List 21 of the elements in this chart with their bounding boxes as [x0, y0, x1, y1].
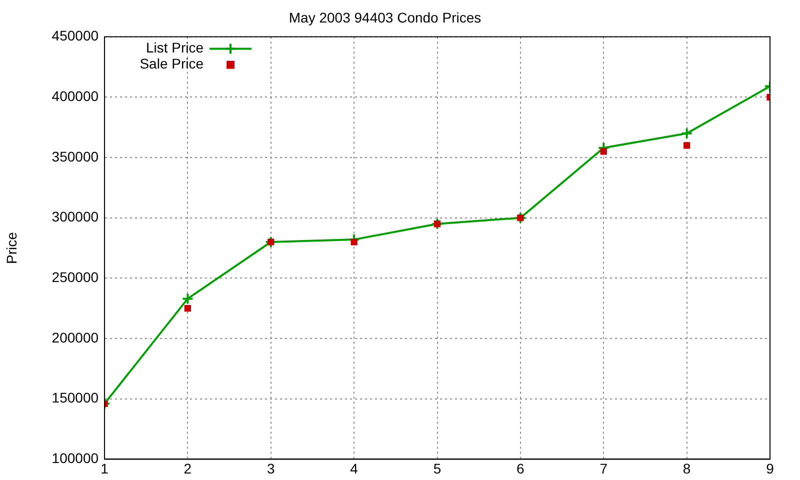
x-tick-label: 6 — [516, 460, 525, 476]
y-tick-label: 150000 — [52, 390, 99, 406]
y-tick-label: 250000 — [52, 269, 99, 286]
y-tick-label: 300000 — [52, 208, 99, 225]
x-tick-label: 5 — [433, 460, 442, 476]
legend-label: List Price — [146, 40, 204, 56]
y-tick-label: 200000 — [52, 329, 99, 346]
y-tick-label: 400000 — [52, 88, 99, 104]
x-tick-label: 4 — [350, 460, 358, 476]
legend-label: Sale Price — [140, 56, 204, 72]
x-tick-label: 1 — [100, 460, 109, 476]
chart-title: May 2003 94403 Condo Prices — [288, 9, 482, 26]
y-tick-label: 350000 — [52, 148, 99, 164]
y-axis-title: Price — [3, 232, 20, 264]
x-tick-label: 3 — [266, 460, 275, 476]
y-tick-label: 100000 — [52, 450, 99, 466]
x-tick-label: 7 — [600, 460, 608, 476]
x-tick-label: 2 — [184, 460, 192, 476]
x-tick-label: 9 — [766, 460, 774, 476]
y-tick-label: 450000 — [52, 28, 99, 44]
x-tick-label: 8 — [682, 460, 691, 476]
